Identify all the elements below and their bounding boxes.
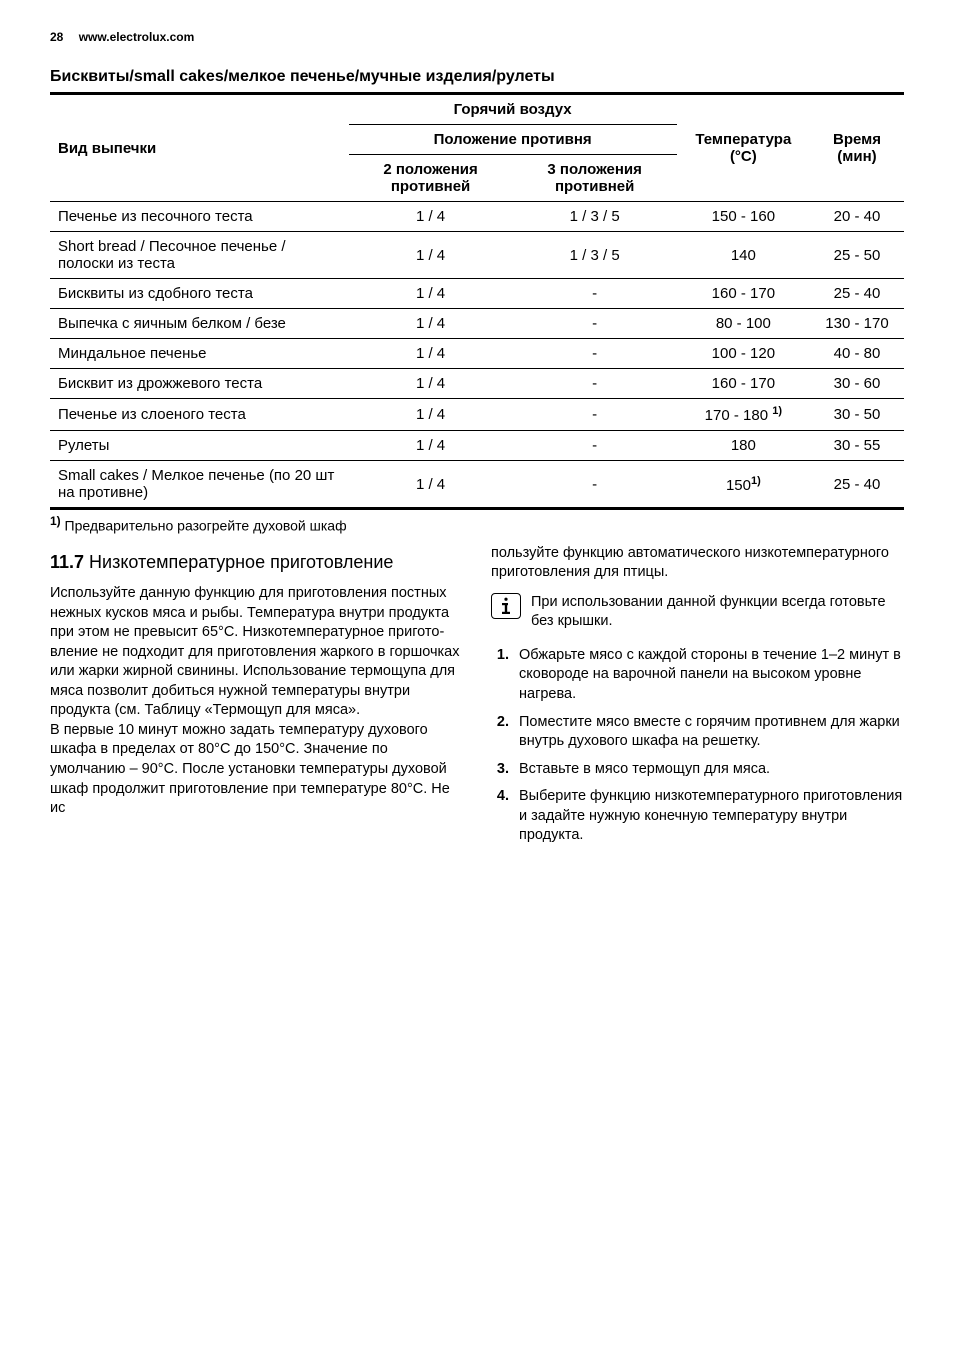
cell-pos3: -: [513, 339, 677, 369]
cell-temp: 180: [677, 431, 810, 461]
cell-temp: 160 - 170: [677, 369, 810, 399]
table-title: Бисквиты/small cakes/мелкое печенье/мучн…: [50, 68, 904, 86]
cell-time: 20 - 40: [810, 202, 904, 232]
footnote-text: Предварительно разогрейте духовой шкаф: [61, 518, 347, 534]
col-dish: Вид выпечки: [50, 94, 349, 202]
cell-pos3: 1 / 3 / 5: [513, 202, 677, 232]
cell-time: 25 - 50: [810, 232, 904, 279]
cell-time: 30 - 60: [810, 369, 904, 399]
cell-dish: Short bread / Пе­сочное пече­нье / полос…: [50, 232, 349, 279]
cell-pos2: 1 / 4: [349, 309, 513, 339]
info-text: При использовании данной функции всегда …: [531, 593, 904, 632]
section-heading: 11.7 Низкотемпературное приготовление: [50, 550, 463, 574]
page-header: 28 www.electrolux.com: [50, 30, 904, 44]
right-intro: пользуйте функцию автоматического низко­…: [491, 544, 904, 583]
left-column: 11.7 Низкотемпературное приготовление Ис…: [50, 544, 463, 854]
cell-dish: Миндальное пе­ченье: [50, 339, 349, 369]
cell-dish: Выпечка с яич­ным белком / безе: [50, 309, 349, 339]
step-item: Поместите мясо вместе с горячим про­тивн…: [513, 713, 904, 752]
cell-pos2: 1 / 4: [349, 339, 513, 369]
footnote-mark: 1): [50, 514, 61, 528]
cell-time: 25 - 40: [810, 461, 904, 509]
cell-pos3: -: [513, 399, 677, 431]
section-number: 11.7: [50, 552, 84, 572]
table-row: Рулеты1 / 4-18030 - 55: [50, 431, 904, 461]
table-row: Бисквит из дрожжевого теста1 / 4-160 - 1…: [50, 369, 904, 399]
col-time: Время (мин): [810, 94, 904, 202]
info-icon: [491, 593, 521, 619]
cell-pos3: 1 / 3 / 5: [513, 232, 677, 279]
table-footnote: 1) Предварительно разогрейте духовой шка…: [50, 514, 904, 534]
site-url: www.electrolux.com: [79, 30, 195, 44]
cell-temp: 170 - 180 1): [677, 399, 810, 431]
cell-dish: Печенье из слоеного теста: [50, 399, 349, 431]
col-hot-air: Горячий воздух: [349, 94, 677, 125]
cell-dish: Рулеты: [50, 431, 349, 461]
cell-pos3: -: [513, 369, 677, 399]
cell-temp: 150 - 160: [677, 202, 810, 232]
col-pos2: 2 положения противней: [349, 155, 513, 202]
table-row: Печенье из слоеного теста1 / 4-170 - 180…: [50, 399, 904, 431]
table-row: Бисквиты из сдобного теста1 / 4-160 - 17…: [50, 279, 904, 309]
cell-dish: Small cakes / Мелкое печенье (по 20 шт н…: [50, 461, 349, 509]
baking-table: Вид выпечки Горячий воздух Температура (…: [50, 92, 904, 510]
cell-temp: 160 - 170: [677, 279, 810, 309]
cell-time: 40 - 80: [810, 339, 904, 369]
cell-dish: Печенье из пе­сочного теста: [50, 202, 349, 232]
cell-temp: 100 - 120: [677, 339, 810, 369]
col-rack-pos: Положение противня: [349, 125, 677, 155]
col-temp: Температура (°C): [677, 94, 810, 202]
step-item: Выберите функцию низкотемпературного при…: [513, 787, 904, 846]
table-row: Выпечка с яич­ным белком / безе1 / 4-80 …: [50, 309, 904, 339]
cell-temp: 140: [677, 232, 810, 279]
cell-time: 130 - 170: [810, 309, 904, 339]
cell-pos2: 1 / 4: [349, 399, 513, 431]
cell-pos2: 1 / 4: [349, 232, 513, 279]
table-row: Миндальное пе­ченье1 / 4-100 - 12040 - 8…: [50, 339, 904, 369]
steps-list: Обжарьте мясо с каждой стороны в тече­ни…: [491, 646, 904, 846]
step-item: Обжарьте мясо с каждой стороны в тече­ни…: [513, 646, 904, 705]
step-item: Вставьте в мясо термощуп для мяса.: [513, 760, 904, 780]
cell-pos2: 1 / 4: [349, 431, 513, 461]
cell-pos3: -: [513, 309, 677, 339]
section-left-paragraph: Используйте данную функцию для приготов­…: [50, 584, 463, 819]
table-row: Short bread / Пе­сочное пече­нье / полос…: [50, 232, 904, 279]
col-pos3: 3 положения противней: [513, 155, 677, 202]
cell-time: 25 - 40: [810, 279, 904, 309]
section-title: Низкотемпературное приготовление: [84, 552, 393, 572]
cell-pos2: 1 / 4: [349, 369, 513, 399]
info-box: При использовании данной функции всегда …: [491, 593, 904, 632]
cell-pos3: -: [513, 279, 677, 309]
right-column: пользуйте функцию автоматического низко­…: [491, 544, 904, 854]
cell-dish: Бисквит из дрожжевого теста: [50, 369, 349, 399]
table-row: Печенье из пе­сочного теста1 / 41 / 3 / …: [50, 202, 904, 232]
cell-pos3: -: [513, 461, 677, 509]
cell-temp: 1501): [677, 461, 810, 509]
table-row: Small cakes / Мелкое печенье (по 20 шт н…: [50, 461, 904, 509]
cell-temp: 80 - 100: [677, 309, 810, 339]
page-number: 28: [50, 30, 63, 44]
cell-time: 30 - 50: [810, 399, 904, 431]
cell-pos2: 1 / 4: [349, 202, 513, 232]
cell-dish: Бисквиты из сдобного теста: [50, 279, 349, 309]
cell-pos2: 1 / 4: [349, 461, 513, 509]
cell-pos3: -: [513, 431, 677, 461]
cell-pos2: 1 / 4: [349, 279, 513, 309]
cell-time: 30 - 55: [810, 431, 904, 461]
